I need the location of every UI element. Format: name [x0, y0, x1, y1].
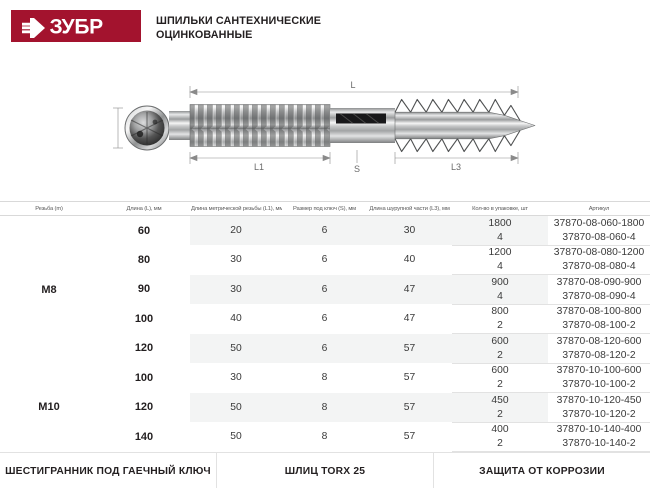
svg-text:S: S: [354, 164, 360, 174]
svg-text:L: L: [350, 80, 355, 90]
svg-text:L1: L1: [254, 162, 264, 172]
svg-text:L3: L3: [451, 162, 461, 172]
